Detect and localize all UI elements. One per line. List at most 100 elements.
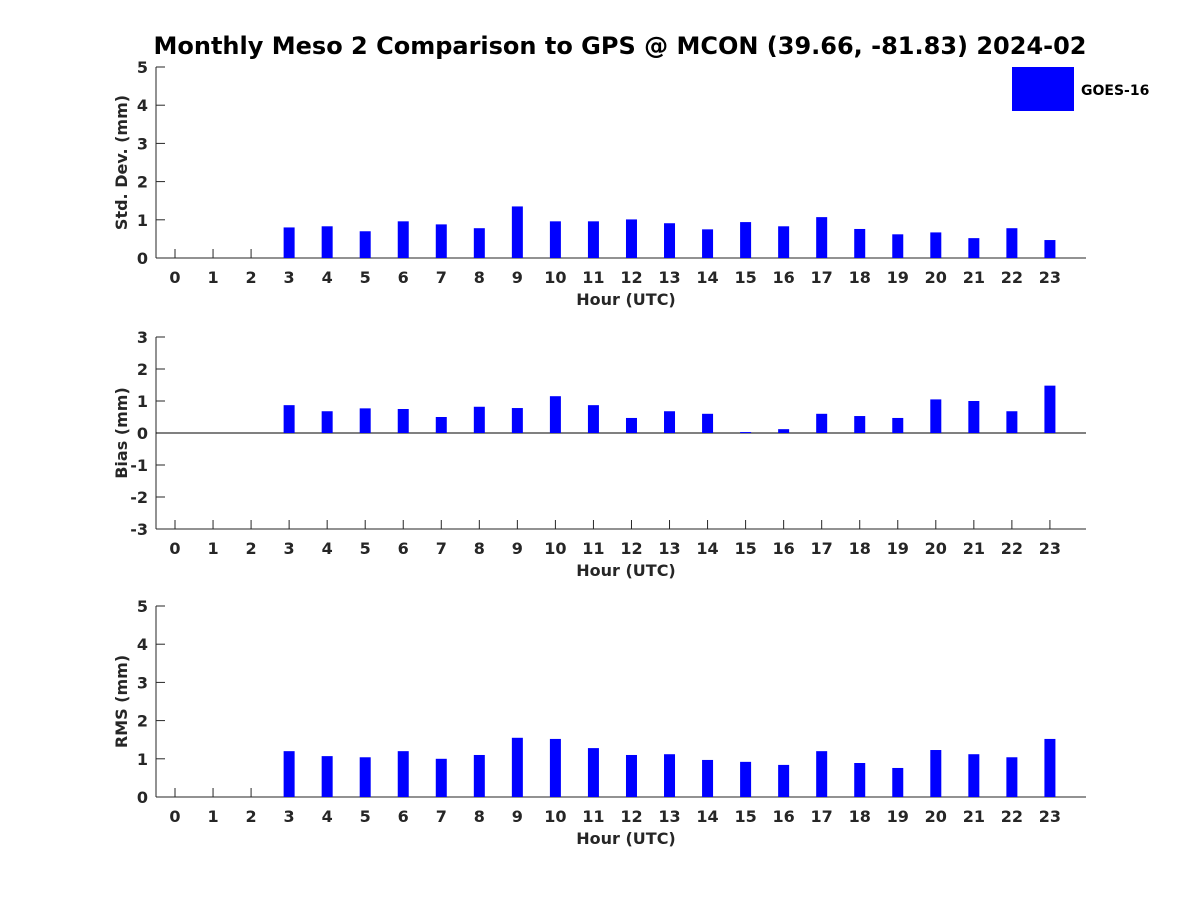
x-tick-label: 12 bbox=[620, 539, 642, 558]
y-tick-label: 4 bbox=[137, 635, 148, 654]
bar bbox=[511, 206, 523, 258]
y-tick-label: 0 bbox=[137, 249, 148, 268]
x-tick-label: 11 bbox=[582, 807, 604, 826]
x-tick-label: 20 bbox=[925, 539, 947, 558]
bar bbox=[740, 432, 752, 434]
x-tick-label: 4 bbox=[322, 807, 333, 826]
bar bbox=[892, 417, 904, 433]
x-tick-label: 23 bbox=[1039, 268, 1061, 287]
bar bbox=[625, 754, 637, 797]
y-tick-label: 5 bbox=[137, 58, 148, 77]
bar bbox=[1044, 240, 1056, 258]
x-tick-label: 0 bbox=[169, 539, 180, 558]
y-tick-label: 2 bbox=[137, 173, 148, 192]
x-tick-label: 15 bbox=[734, 807, 756, 826]
x-tick-label: 8 bbox=[474, 807, 485, 826]
x-tick-label: 5 bbox=[360, 268, 371, 287]
x-tick-label: 12 bbox=[620, 807, 642, 826]
legend-label: GOES-16 bbox=[1081, 83, 1149, 99]
x-tick-label: 4 bbox=[322, 268, 333, 287]
y-axis-label: Bias (mm) bbox=[112, 387, 131, 479]
x-tick-label: 1 bbox=[207, 268, 218, 287]
y-tick-label: 0 bbox=[137, 424, 148, 443]
bar bbox=[778, 226, 790, 258]
y-axis-label: Std. Dev. (mm) bbox=[112, 95, 131, 230]
x-tick-label: 5 bbox=[360, 807, 371, 826]
x-tick-label: 20 bbox=[925, 807, 947, 826]
bar bbox=[816, 217, 828, 258]
bar bbox=[968, 238, 980, 258]
bar bbox=[283, 227, 295, 258]
x-tick-label: 18 bbox=[849, 807, 871, 826]
bar bbox=[892, 234, 904, 258]
bar bbox=[1006, 757, 1018, 797]
x-tick-label: 14 bbox=[696, 268, 718, 287]
y-tick-label: 4 bbox=[137, 96, 148, 115]
bar bbox=[968, 401, 980, 433]
x-tick-label: 3 bbox=[284, 268, 295, 287]
bar bbox=[473, 406, 485, 433]
legend: GOES-16 bbox=[1012, 67, 1149, 111]
bar bbox=[359, 231, 371, 258]
bar bbox=[816, 751, 828, 797]
x-axis-label: Hour (UTC) bbox=[576, 290, 676, 309]
x-tick-label: 17 bbox=[811, 807, 833, 826]
bar bbox=[587, 405, 599, 433]
x-axis-label: Hour (UTC) bbox=[576, 829, 676, 848]
x-tick-label: 18 bbox=[849, 539, 871, 558]
bar bbox=[321, 756, 333, 797]
x-tick-label: 8 bbox=[474, 268, 485, 287]
x-tick-label: 13 bbox=[658, 807, 680, 826]
bar bbox=[473, 754, 485, 797]
bar bbox=[511, 408, 523, 433]
x-tick-label: 21 bbox=[963, 539, 985, 558]
bar bbox=[397, 409, 409, 433]
bar bbox=[740, 222, 752, 258]
bar bbox=[397, 751, 409, 797]
x-tick-label: 14 bbox=[696, 807, 718, 826]
bar bbox=[549, 396, 561, 433]
bar bbox=[511, 737, 523, 797]
x-tick-label: 19 bbox=[887, 539, 909, 558]
x-tick-label: 16 bbox=[773, 807, 795, 826]
x-tick-label: 10 bbox=[544, 807, 566, 826]
x-tick-label: 22 bbox=[1001, 268, 1023, 287]
bar bbox=[283, 405, 295, 433]
x-tick-label: 22 bbox=[1001, 807, 1023, 826]
x-tick-label: 18 bbox=[849, 268, 871, 287]
y-tick-label: -2 bbox=[130, 488, 148, 507]
bar bbox=[854, 228, 866, 258]
bar bbox=[968, 754, 980, 797]
x-tick-label: 17 bbox=[811, 268, 833, 287]
bar bbox=[435, 758, 447, 797]
bar bbox=[816, 413, 828, 433]
x-tick-label: 6 bbox=[398, 268, 409, 287]
bar bbox=[854, 416, 866, 433]
x-tick-label: 2 bbox=[246, 268, 257, 287]
x-tick-label: 19 bbox=[887, 807, 909, 826]
x-tick-label: 2 bbox=[246, 539, 257, 558]
y-tick-label: 5 bbox=[137, 597, 148, 616]
bar bbox=[740, 761, 752, 797]
y-tick-label: -3 bbox=[130, 520, 148, 539]
x-tick-label: 10 bbox=[544, 539, 566, 558]
x-tick-label: 21 bbox=[963, 807, 985, 826]
y-tick-label: 0 bbox=[137, 788, 148, 807]
bar bbox=[625, 219, 637, 258]
x-tick-label: 15 bbox=[734, 539, 756, 558]
x-tick-label: 3 bbox=[284, 539, 295, 558]
bar bbox=[587, 748, 599, 797]
bar bbox=[283, 751, 295, 797]
bar bbox=[930, 750, 942, 797]
bar bbox=[435, 417, 447, 433]
y-tick-label: 3 bbox=[137, 134, 148, 153]
bar bbox=[664, 223, 676, 258]
y-axis-label: RMS (mm) bbox=[112, 655, 131, 748]
x-tick-label: 9 bbox=[512, 807, 523, 826]
y-tick-label: 2 bbox=[137, 360, 148, 379]
x-axis-label: Hour (UTC) bbox=[576, 561, 676, 580]
x-tick-label: 12 bbox=[620, 268, 642, 287]
y-tick-label: 2 bbox=[137, 712, 148, 731]
